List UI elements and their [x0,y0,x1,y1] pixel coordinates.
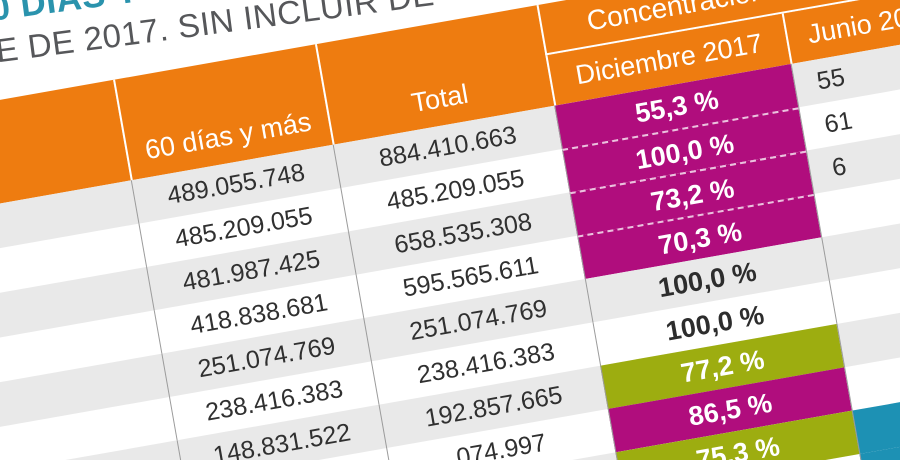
infographic-viewport: 0 DÍAS Y E DE 2017. SIN INCLUIR DE 60 dí… [0,0,900,460]
rotated-table-sheet: 60 días y más Total Concentración Diciem… [0,0,900,460]
